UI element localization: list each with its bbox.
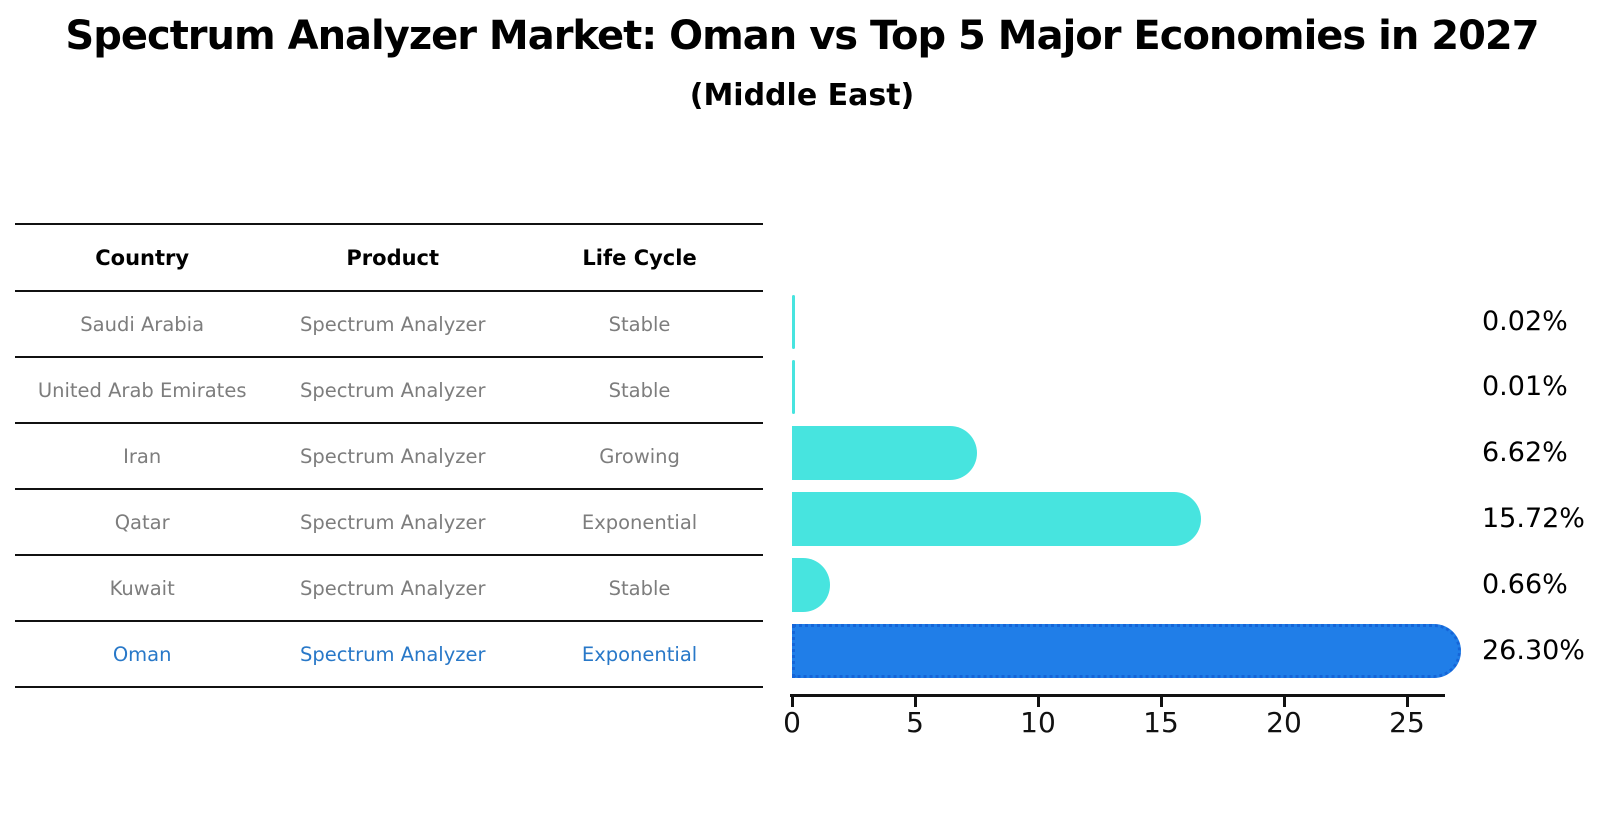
cell-life-cycle: Stable (608, 576, 671, 600)
bar-oman (792, 624, 1461, 678)
cell-country: Oman (112, 642, 172, 666)
table-row-united-arab-emirates: United Arab Emirates Spectrum Analyzer S… (15, 358, 763, 424)
table-row-kuwait: Kuwait Spectrum Analyzer Stable (15, 556, 763, 622)
x-axis-tick-label: 5 (906, 706, 924, 739)
table-row-oman-highlighted: Oman Spectrum Analyzer Exponential (15, 622, 763, 688)
cell-product: Spectrum Analyzer (299, 378, 486, 402)
cell-country: Saudi Arabia (80, 312, 205, 336)
comparison-table: Country Product Life Cycle Saudi Arabia … (15, 223, 763, 688)
x-axis-tick-label: 25 (1389, 706, 1425, 739)
cell-country: Qatar (114, 510, 170, 534)
x-axis-tick-label: 10 (1020, 706, 1056, 739)
table-row-saudi-arabia: Saudi Arabia Spectrum Analyzer Stable (15, 292, 763, 358)
column-header-product: Product (346, 245, 440, 270)
x-axis-tick-label: 15 (1143, 706, 1179, 739)
cell-product: Spectrum Analyzer (299, 642, 486, 666)
table-header-row: Country Product Life Cycle (15, 225, 763, 292)
cell-life-cycle: Exponential (581, 510, 698, 534)
cell-life-cycle: Growing (599, 444, 680, 468)
bar-saudi-arabia (792, 295, 795, 349)
chart-subtitle: (Middle East) (689, 78, 915, 113)
cell-life-cycle: Stable (608, 378, 671, 402)
bar-iran (792, 426, 977, 480)
bar-qatar (792, 492, 1201, 546)
value-label-qatar: 15.72% (1482, 503, 1585, 534)
value-label-saudi-arabia: 0.02% (1482, 306, 1568, 337)
table-row-qatar: Qatar Spectrum Analyzer Exponential (15, 490, 763, 556)
cell-life-cycle: Stable (608, 312, 671, 336)
value-label-oman: 26.30% (1482, 635, 1585, 666)
table-row-iran: Iran Spectrum Analyzer Growing (15, 424, 763, 490)
cell-product: Spectrum Analyzer (299, 576, 486, 600)
cell-product: Spectrum Analyzer (299, 444, 486, 468)
value-label-united-arab-emirates: 0.01% (1482, 371, 1568, 402)
x-axis-tick (790, 694, 794, 707)
x-axis-tick (1159, 694, 1163, 707)
cell-country: Iran (123, 444, 162, 468)
x-axis-tick (913, 694, 917, 707)
bar-united-arab-emirates (792, 360, 795, 414)
cell-country: United Arab Emirates (37, 378, 247, 402)
x-axis-tick (1036, 694, 1040, 707)
value-label-kuwait: 0.66% (1482, 569, 1568, 600)
x-axis-line (790, 694, 1445, 697)
cell-product: Spectrum Analyzer (299, 312, 486, 336)
column-header-life-cycle: Life Cycle (582, 245, 697, 270)
x-axis-tick (1282, 694, 1286, 707)
cell-country: Kuwait (109, 576, 175, 600)
x-axis-tick (1405, 694, 1409, 707)
x-axis-tick-label: 20 (1266, 706, 1302, 739)
value-label-iran: 6.62% (1482, 437, 1568, 468)
cell-life-cycle: Exponential (581, 642, 698, 666)
x-axis-tick-label: 0 (783, 706, 801, 739)
cell-product: Spectrum Analyzer (299, 510, 486, 534)
chart-title: Spectrum Analyzer Market: Oman vs Top 5 … (65, 13, 1539, 59)
column-header-country: Country (95, 245, 190, 270)
bar-kuwait (792, 558, 831, 612)
